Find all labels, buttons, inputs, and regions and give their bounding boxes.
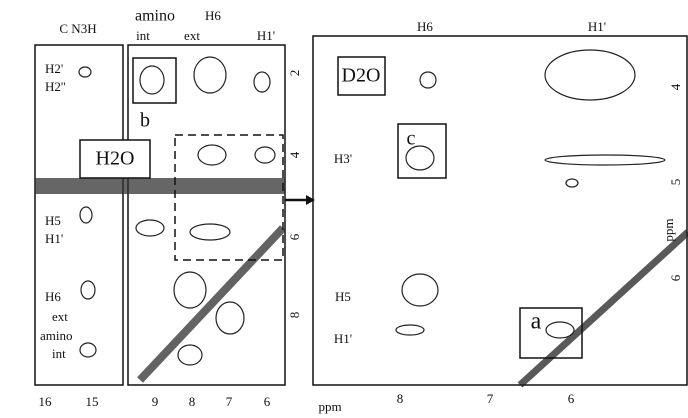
y-tick-label: 6 [287,233,302,240]
header: C N3H [59,21,96,36]
y-tick-label: 2 [287,70,302,77]
figure: C N3H amino int ext H6 H1' b H2O H6 H1' … [0,0,688,418]
x-tick-label: 15 [86,394,99,409]
header: H1' [257,28,275,43]
y-tick-label: 6 [668,274,683,281]
x-tick-label: 16 [39,394,53,409]
axis-unit: ppm [661,218,676,241]
header: amino [135,8,175,25]
y-tick-label: 4 [668,83,683,90]
row-label: int [52,346,66,361]
y-tick-label: 5 [668,179,683,186]
x-tick-label: 8 [397,391,404,406]
header: H6 [205,8,221,23]
header: H6 [417,19,433,34]
middle-panel [128,45,285,385]
box-label: b [140,110,150,132]
x-tick-label: 6 [568,391,575,406]
row-label: H5 [335,289,351,304]
row-label: ext [52,309,68,324]
row-label: H1' [45,231,63,246]
x-tick-label: 9 [152,394,159,409]
row-label: H2'' [45,79,66,94]
y-tick-label: 8 [287,312,302,319]
x-tick-label: 7 [226,394,233,409]
x-tick-label: 8 [189,394,196,409]
header: H1' [588,19,606,34]
row-label: H6 [45,289,61,304]
x-tick-label: 7 [487,391,494,406]
box-label: c [407,128,416,150]
contours [79,50,665,365]
row-label: amino [40,328,73,343]
diagonal [140,228,283,380]
row-label: H2' [45,61,63,76]
y-tick-label: 4 [287,151,302,158]
row-label: H1' [334,331,352,346]
solvent-label: H2O [96,148,135,170]
header: int [136,28,150,43]
box-label: a [531,309,542,335]
solvent-label: D2O [342,65,381,87]
solvent-stripe [35,178,285,194]
row-label: H5 [45,213,61,228]
row-label: H3' [334,151,352,166]
header: ext [184,28,200,43]
axis-unit: ppm [318,399,341,414]
x-tick-label: 6 [264,394,271,409]
